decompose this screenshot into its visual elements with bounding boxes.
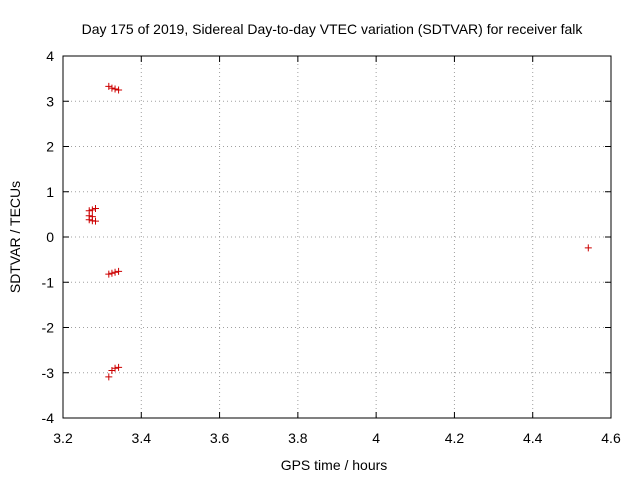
axis-ticks: 3.2 3.4 3.6 3.8 4 4.2 4.4 4.6 -4 -3 -2 -1 0 1 2 3 4 [42,48,621,446]
data-point-marker [111,85,119,93]
x-tick-label: 3.2 [53,430,73,446]
y-tick-label: -4 [42,410,55,426]
data-point-marker [91,217,99,225]
chart-title: Day 175 of 2019, Sidereal Day-to-day VTE… [82,21,584,37]
data-point-marker [115,86,123,94]
data-point-marker [91,204,99,212]
data-point-marker [88,206,96,214]
data-point-marker [115,267,123,275]
y-tick-label: -3 [42,365,55,381]
grid [63,56,611,418]
y-tick-label: 3 [46,93,54,109]
data-point-marker [85,216,93,224]
x-tick-label: 4.6 [601,430,621,446]
data-point-marker [105,373,113,381]
y-tick-label: -1 [42,274,55,290]
x-tick-label: 4.4 [523,430,543,446]
x-tick-label: 4 [372,430,380,446]
y-tick-label: 4 [46,48,54,64]
data-point-marker [584,244,592,252]
y-tick-label: 2 [46,139,54,155]
y-tick-label: 1 [46,184,54,200]
x-tick-label: 3.8 [288,430,308,446]
data-point-marker [108,269,116,277]
data-point-marker [105,270,113,278]
y-tick-label: 0 [46,229,54,245]
y-axis-label: SDTVAR / TECUs [7,181,23,293]
y-tick-label: -2 [42,320,55,336]
data-point-marker [115,363,123,371]
plot-frame [62,55,612,419]
x-tick-label: 4.2 [445,430,465,446]
data-point-marker [108,84,116,92]
x-tick-label: 3.6 [210,430,230,446]
x-axis-label: GPS time / hours [281,457,388,473]
x-tick-label: 3.4 [132,430,152,446]
data-point-marker [105,82,113,90]
data-point-marker [111,364,119,372]
data-point-marker [111,268,119,276]
data-points [85,82,592,381]
